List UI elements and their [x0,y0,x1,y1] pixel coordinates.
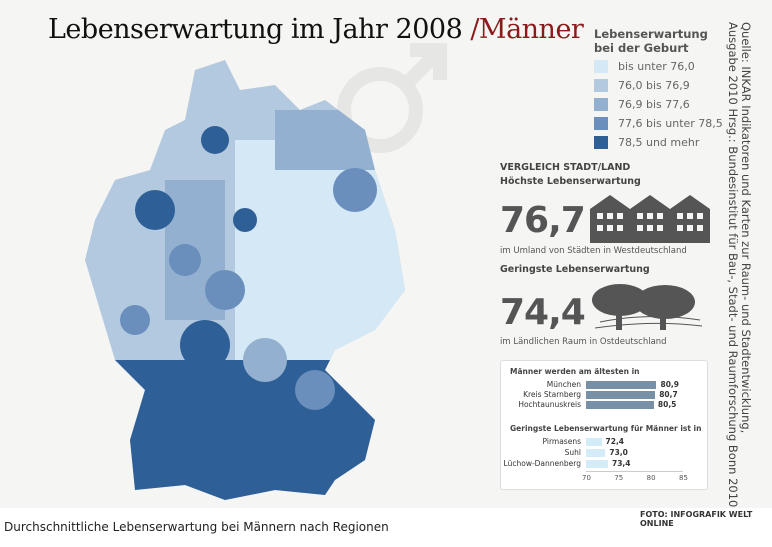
source-line2: Ausgabe 2010 Hrsg.: Bundesinstitut für B… [726,22,740,508]
legend-swatch [594,79,608,92]
x-tick-label: 75 [614,474,624,482]
legend-label: bis unter 76,0 [618,60,695,73]
legend-label: 76,9 bis 77,6 [618,98,690,111]
germany-map [85,60,405,500]
trees-icon [592,284,703,330]
bar-value-label: 73,4 [611,459,631,468]
page-title: Lebenserwartung im Jahr 2008 /Männer [48,14,584,45]
x-axis [586,471,683,472]
infographic: Lebenserwartung im Jahr 2008 /Männer Leb… [0,0,772,528]
legend-swatch [594,98,608,111]
bar-category-label: Hochtaunuskreis [518,400,581,409]
legend-title-line2: bei der Geburt [594,41,689,55]
highest-label: Höchste Lebenserwartung [500,176,641,187]
ranking-chart-box: Männer werden am ältesten in Geringste L… [500,360,708,490]
highest-value: 76,7 [500,200,586,241]
legend-item: 76,9 bis 77,6 [594,98,690,111]
x-tick-label: 80 [646,474,656,482]
bar-category-label: Lüchow-Dannenberg [503,459,581,468]
legend-label: 78,5 und mehr [618,136,700,149]
legend-item: 76,0 bis 76,9 [594,79,690,92]
bar [586,381,657,389]
bar-value-label: 80,7 [659,390,678,399]
male-symbol-icon [337,43,447,153]
bar-value-label: 73,0 [609,448,628,457]
bar [586,438,602,446]
x-tick-label: 70 [582,474,591,482]
legend-label: 77,6 bis unter 78,5 [618,117,723,130]
legend-swatch [594,60,608,73]
legend-swatch [594,136,608,149]
legend-item: 78,5 und mehr [594,136,699,149]
legend-title-line1: Lebenserwartung [594,27,708,41]
bar-value-label: 80,9 [660,380,679,389]
legend-swatch [594,117,608,130]
source-note: Quelle: INKAR Indikatoren und Karten zur… [726,22,753,508]
bar [586,401,654,409]
legend-item: bis unter 76,0 [594,60,695,73]
bar-value-label: 72,4 [605,437,625,446]
lowest-group-title: Geringste Lebenserwartung für Männer ist… [510,424,702,433]
bar-category-label: München [546,380,581,389]
title-sub: /Männer [470,14,584,45]
title-main: Lebenserwartung im Jahr 2008 [48,14,471,45]
lowest-note: im Ländlichen Raum in Ostdeutschland [500,337,667,347]
bar-value-label: 80,5 [657,400,677,409]
legend-label: 76,0 bis 76,9 [618,79,690,92]
town-houses-icon [590,195,710,243]
source-line1: Quelle: INKAR Indikatoren und Karten zur… [739,22,753,434]
legend-title: Lebenserwartung bei der Geburt [594,27,708,55]
comparison-heading: VERGLEICH STADT/LAND [500,162,631,173]
bar-category-label: Pirmasens [542,437,581,446]
photo-credit: FOTO: INFOGRAFIK WELT ONLINE [640,510,753,528]
x-tick-label: 85 [679,474,688,482]
bar-category-label: Suhl [564,448,581,457]
bar [586,460,608,468]
legend-item: 77,6 bis unter 78,5 [594,117,723,130]
lowest-value: 74,4 [500,292,586,333]
lowest-label: Geringste Lebenserwartung [500,264,650,275]
highest-note: im Umland von Städten in Westdeutschland [500,246,687,256]
bar [586,449,606,457]
bar [586,391,656,399]
oldest-group-title: Männer werden am ältesten in [510,367,640,376]
bar-category-label: Kreis Starnberg [523,390,581,399]
caption: Durchschnittliche Lebenserwartung bei Mä… [4,520,389,534]
